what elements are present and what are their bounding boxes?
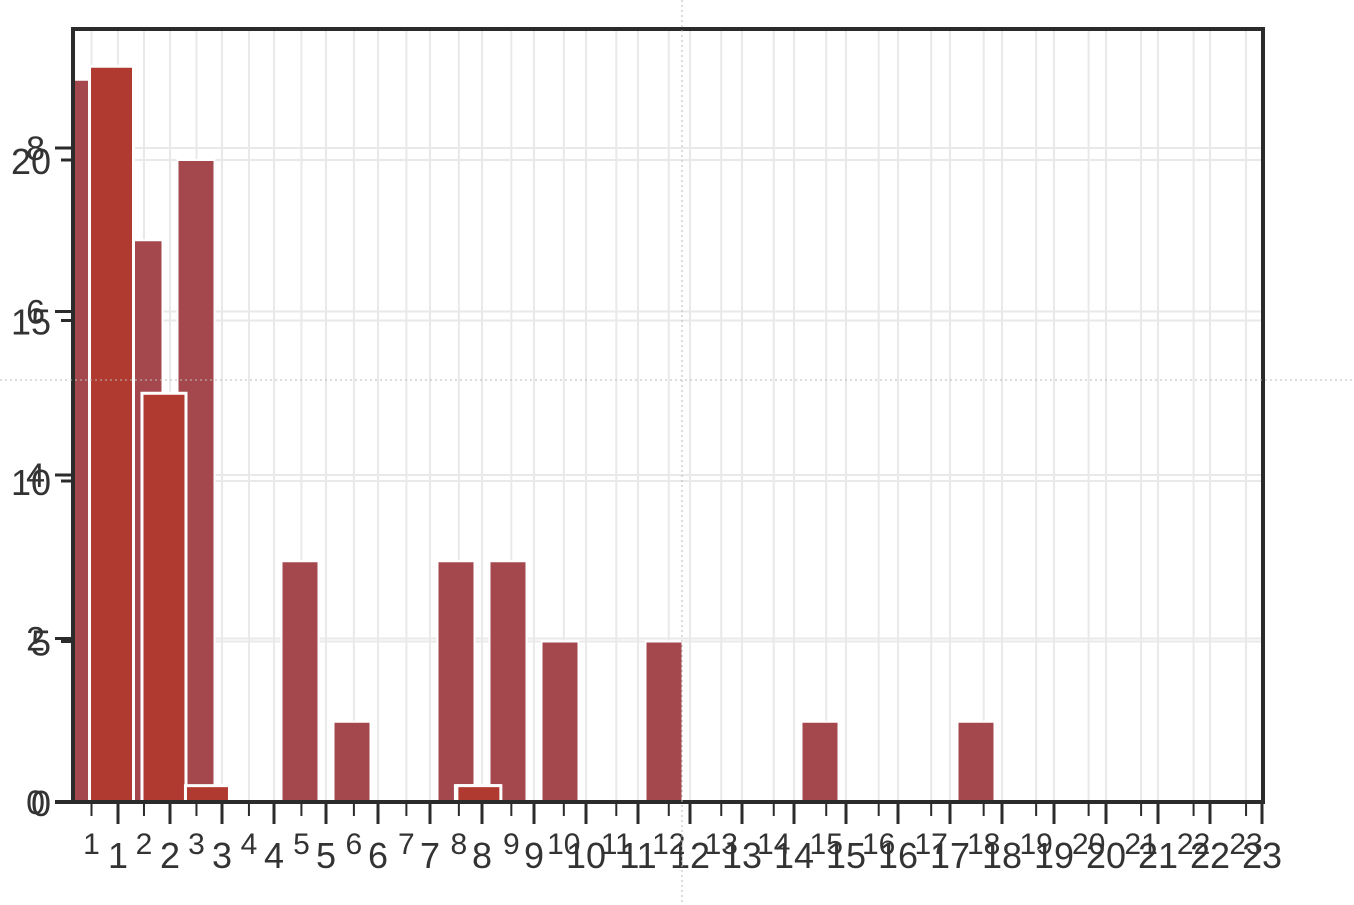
x-tick-label-outer-18: 18 — [982, 835, 1022, 876]
x-tick-label-inner-21: 21 — [1124, 828, 1157, 861]
x-tick-label-inner-14: 14 — [757, 828, 790, 861]
x-tick-label-outer-7: 7 — [420, 835, 440, 876]
x-tick-label-inner-2: 2 — [136, 828, 153, 861]
bar-front-2 — [140, 391, 188, 804]
y-tick-label-inner-2: 2 — [26, 621, 45, 659]
axes: 1 2 3 4 5 6 7 8 9 10 11 12 13 14 15 16 17 18 19 20 21 22 231 2 3… — [11, 130, 1282, 876]
x-tick-label-inner-1: 1 — [83, 828, 100, 861]
y-tick-label-inner-4: 4 — [26, 457, 45, 495]
y-tick-label-inner-6: 6 — [26, 294, 45, 332]
bar-front-8 — [455, 784, 503, 804]
x-tick-label-inner-11: 11 — [601, 828, 632, 861]
x-tick-label-inner-17: 17 — [914, 828, 947, 861]
y-tick-label-outer-5: 5 — [31, 623, 51, 664]
x-tick-label-outer-9: 9 — [524, 835, 544, 876]
x-tick-label-outer-12: 12 — [670, 835, 710, 876]
x-tick-label-inner-23: 23 — [1229, 828, 1262, 861]
bar-back-15 — [800, 720, 840, 803]
x-tick-label-outer-21: 21 — [1138, 835, 1178, 876]
x-tick-label-outer-14: 14 — [774, 835, 814, 876]
x-tick-label-outer-10: 10 — [566, 835, 606, 876]
bar-back-18 — [956, 720, 996, 803]
y-tick-label-outer-15: 15 — [11, 302, 51, 343]
y-tick-label-outer-10: 10 — [11, 462, 51, 503]
x-tick-label-outer-20: 20 — [1086, 835, 1126, 876]
x-tick-label-outer-17: 17 — [930, 835, 970, 876]
x-tick-label-inner-5: 5 — [293, 828, 310, 861]
bar-back-12 — [644, 640, 684, 803]
x-tick-label-outer-13: 13 — [722, 835, 762, 876]
bar-front-3 — [183, 784, 231, 804]
x-tick-label-outer-22: 22 — [1190, 835, 1230, 876]
x-tick-label-inner-3: 3 — [188, 828, 205, 861]
x-tick-label-outer-6: 6 — [368, 835, 388, 876]
x-tick-label-outer-1: 1 — [108, 835, 128, 876]
x-tick-label-outer-2: 2 — [160, 835, 180, 876]
x-tick-label-inner-16: 16 — [862, 828, 895, 861]
bar-back-5 — [280, 560, 320, 803]
x-tick-label-outer-3: 3 — [212, 835, 232, 876]
y-tick-label-inner-8: 8 — [26, 130, 45, 168]
x-tick-label-inner-10: 10 — [547, 828, 580, 861]
x-tick-label-outer-5: 5 — [316, 835, 336, 876]
x-tick-label-inner-22: 22 — [1177, 828, 1210, 861]
x-tick-label-inner-6: 6 — [346, 828, 363, 861]
x-tick-label-inner-15: 15 — [810, 828, 843, 861]
x-tick-label-outer-16: 16 — [878, 835, 918, 876]
x-tick-label-inner-18: 18 — [967, 828, 1000, 861]
x-tick-label-inner-13: 13 — [705, 828, 738, 861]
x-tick-label-outer-19: 19 — [1034, 835, 1074, 876]
x-tick-label-outer-8: 8 — [472, 835, 492, 876]
y-tick-label-outer-0: 0 — [31, 783, 51, 824]
x-tick-label-inner-4: 4 — [241, 828, 258, 861]
bars-series-front — [88, 64, 503, 804]
bar-back-6 — [332, 720, 372, 803]
x-tick-label-inner-7: 7 — [398, 828, 415, 861]
x-tick-label-inner-20: 20 — [1072, 828, 1105, 861]
bar-back-9 — [488, 560, 528, 803]
x-tick-label-outer-15: 15 — [826, 835, 866, 876]
x-tick-label-inner-12: 12 — [652, 828, 685, 861]
bar-back-10 — [540, 640, 580, 803]
x-tick-label-inner-19: 19 — [1019, 828, 1052, 861]
x-tick-label-outer-23: 23 — [1242, 835, 1282, 876]
y-tick-label-inner-0: 0 — [26, 784, 45, 822]
x-tick-label-inner-8: 8 — [451, 828, 468, 861]
y-tick-label-outer-20: 20 — [11, 141, 51, 182]
x-tick-label-outer-4: 4 — [264, 835, 284, 876]
bar-back-8 — [436, 560, 476, 803]
bar-front-1 — [88, 64, 135, 804]
x-tick-label-inner-9: 9 — [503, 828, 520, 861]
x-tick-label-outer-11: 11 — [619, 835, 656, 876]
